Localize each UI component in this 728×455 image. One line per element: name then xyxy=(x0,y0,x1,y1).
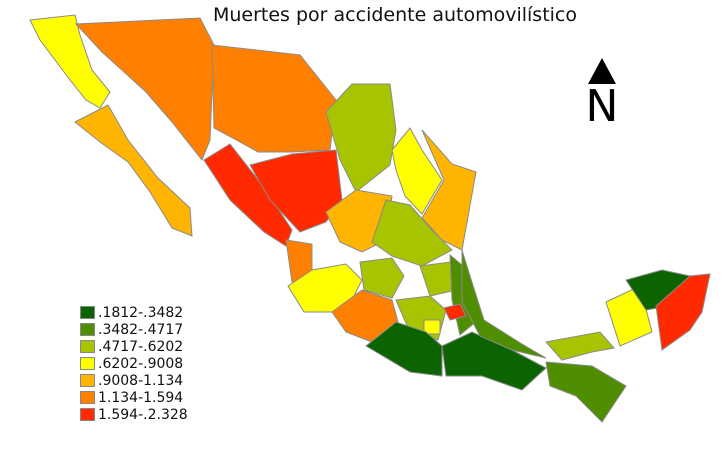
state-michoacan xyxy=(331,289,399,343)
legend-item: .1812-.3482 xyxy=(80,304,188,321)
state-tamaulipas xyxy=(421,129,477,251)
legend-item: .3482-.4717 xyxy=(80,321,188,338)
state-tabasco xyxy=(545,331,615,361)
legend-swatch xyxy=(80,357,95,370)
state-jalisco xyxy=(287,263,363,313)
legend-swatch xyxy=(80,340,95,353)
legend: .1812-.3482 .3482-.4717 .4717-.6202 .620… xyxy=(80,304,188,423)
legend-item: 1.594-.2.328 xyxy=(80,406,188,423)
legend-item: 1.134-1.594 xyxy=(80,389,188,406)
state-coahuila xyxy=(325,83,397,193)
map-title: Muertes por accidente automovilístico xyxy=(212,4,577,26)
legend-swatch xyxy=(80,391,95,404)
state-sonora xyxy=(74,17,215,161)
legend-item: .9008-1.134 xyxy=(80,372,188,389)
state-chihuahua xyxy=(211,44,337,153)
state-nuevo-leon xyxy=(391,127,443,215)
state-baja-california-sur xyxy=(74,104,193,237)
legend-item: .6202-.9008 xyxy=(80,355,188,372)
state-baja-california xyxy=(29,14,111,109)
state-san-luis-potosi xyxy=(371,199,453,267)
legend-swatch xyxy=(80,323,95,336)
state-morelos xyxy=(423,319,441,335)
legend-swatch xyxy=(80,306,95,319)
state-veracruz xyxy=(461,249,547,359)
state-sinaloa xyxy=(203,143,293,247)
north-arrow: N xyxy=(585,58,619,130)
state-quintana-roo xyxy=(655,273,711,351)
legend-swatch xyxy=(80,374,95,387)
state-oaxaca xyxy=(441,331,547,391)
state-chiapas xyxy=(545,361,627,423)
legend-item: .4717-.6202 xyxy=(80,338,188,355)
state-guanajuato xyxy=(359,257,405,299)
north-label: N xyxy=(585,81,619,132)
legend-swatch xyxy=(80,408,95,421)
north-arrow-icon xyxy=(588,58,616,84)
state-cdmx xyxy=(443,303,467,321)
